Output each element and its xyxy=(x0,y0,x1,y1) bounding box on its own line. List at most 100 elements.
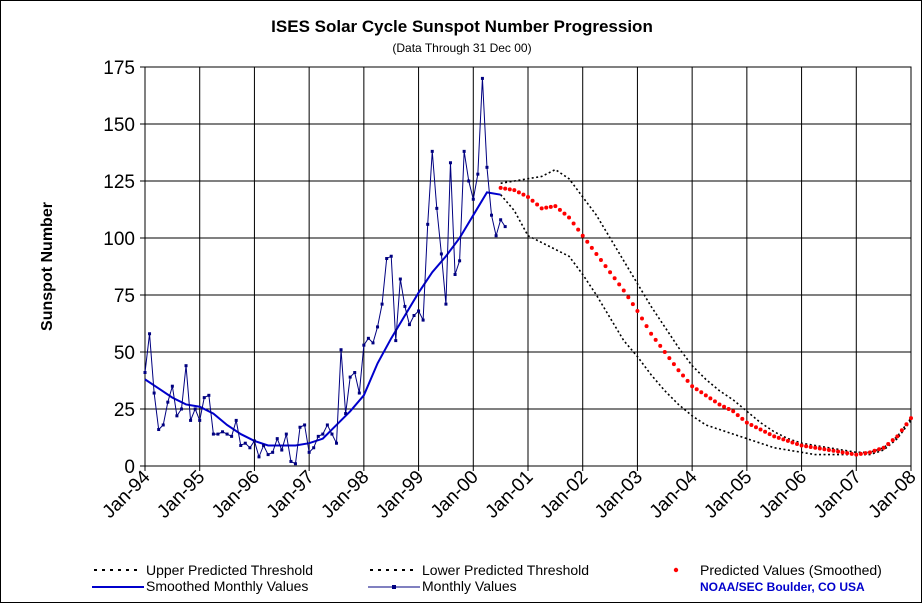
x-tick-label: Jan-03 xyxy=(591,467,647,523)
monthly-point xyxy=(280,448,284,452)
monthly-point xyxy=(166,400,170,404)
predicted-point xyxy=(717,402,722,407)
y-tick-label: 75 xyxy=(114,286,135,307)
x-tick-label: Jan-00 xyxy=(427,467,483,523)
predicted-point xyxy=(817,446,822,451)
predicted-point xyxy=(849,451,854,456)
predicted-point xyxy=(548,204,553,209)
predicted-point xyxy=(553,204,558,209)
monthly-point xyxy=(353,371,357,375)
monthly-point xyxy=(357,391,361,395)
predicted-point xyxy=(890,438,895,443)
monthly-point xyxy=(193,407,197,411)
predicted-point xyxy=(535,202,540,207)
y-axis-label: Sunspot Number xyxy=(39,202,56,331)
monthly-point xyxy=(248,446,252,450)
monthly-point xyxy=(252,439,256,443)
monthly-point xyxy=(148,332,152,336)
predicted-point xyxy=(712,399,717,404)
chart-title: ISES Solar Cycle Sunspot Number Progress… xyxy=(271,17,653,36)
predicted-point xyxy=(904,422,909,427)
predicted-point xyxy=(512,188,517,193)
monthly-point xyxy=(398,277,402,281)
monthly-point xyxy=(376,325,380,329)
smoothed-line xyxy=(144,191,501,447)
monthly-point xyxy=(462,149,466,153)
predicted-point xyxy=(498,185,503,190)
credit-text: NOAA/SEC Boulder, CO USA xyxy=(700,580,865,594)
y-tick-label: 25 xyxy=(114,400,135,421)
predicted-point xyxy=(608,270,613,275)
monthly-point xyxy=(412,314,416,318)
predicted-point xyxy=(836,449,841,454)
predicted-point xyxy=(639,316,644,321)
predicted-point xyxy=(653,337,658,342)
monthly-point xyxy=(330,432,334,436)
monthly-point xyxy=(216,432,220,436)
monthly-point xyxy=(184,364,188,368)
monthly-point xyxy=(339,348,343,352)
chart-subtitle: (Data Through 31 Dec 00) xyxy=(392,41,532,55)
predicted-point xyxy=(598,258,603,263)
legend-predicted-symbol xyxy=(673,567,679,573)
predicted-point xyxy=(539,206,544,211)
predicted-point xyxy=(644,324,649,329)
predicted-point xyxy=(881,445,886,450)
x-tick-label: Jan-04 xyxy=(646,466,702,522)
monthly-point xyxy=(344,412,348,416)
x-tick-label: Jan-06 xyxy=(755,467,811,523)
monthly-point xyxy=(417,309,421,313)
legend-smoothed-label: Smoothed Monthly Values xyxy=(146,578,309,594)
x-tick-label: Jan-07 xyxy=(810,467,866,523)
monthly-point xyxy=(143,371,147,375)
y-tick-label: 175 xyxy=(103,58,135,79)
predicted-point xyxy=(690,384,695,389)
monthly-point xyxy=(453,272,457,276)
monthly-point xyxy=(348,375,352,379)
predicted-point xyxy=(507,187,512,192)
monthly-point xyxy=(321,432,325,436)
monthly-point xyxy=(407,323,411,327)
monthly-point xyxy=(303,423,307,427)
monthly-point xyxy=(458,259,462,263)
lower-threshold-line xyxy=(500,194,912,456)
predicted-point xyxy=(567,215,572,220)
predicted-point xyxy=(744,420,749,425)
predicted-point xyxy=(909,416,913,421)
monthly-point xyxy=(262,443,266,447)
monthly-point xyxy=(421,318,425,322)
predicted-point xyxy=(576,227,581,232)
y-tick-label: 50 xyxy=(114,343,135,364)
monthly-point xyxy=(494,234,498,238)
predicted-point xyxy=(649,331,654,336)
monthly-point xyxy=(480,76,484,80)
monthly-point xyxy=(170,384,174,388)
monthly-point xyxy=(225,432,229,436)
x-tick-label: Jan-01 xyxy=(482,467,538,523)
legend-monthly-symbol xyxy=(368,585,420,589)
monthly-point xyxy=(275,437,279,441)
monthly-point xyxy=(444,302,448,306)
predicted-point xyxy=(580,233,585,238)
monthly-point xyxy=(362,343,366,347)
monthly-point xyxy=(289,459,293,463)
predicted-point xyxy=(557,207,562,212)
monthly-point xyxy=(257,455,261,459)
legend-upper-threshold-label: Upper Predicted Threshold xyxy=(146,562,314,578)
x-tick-label: Jan-08 xyxy=(865,467,921,523)
predicted-point xyxy=(621,288,626,293)
x-tick-label: Jan-95 xyxy=(153,467,209,523)
x-tick-label: Jan-96 xyxy=(208,467,264,523)
monthly-point xyxy=(389,254,393,258)
monthly-point xyxy=(221,430,225,434)
predicted-point xyxy=(694,387,699,392)
monthly-point xyxy=(485,165,489,169)
monthly-point xyxy=(394,339,398,343)
monthly-point xyxy=(157,428,161,432)
monthly-point xyxy=(503,225,507,229)
y-tick-label: 150 xyxy=(103,115,135,136)
monthly-point xyxy=(207,393,211,397)
predicted-point xyxy=(612,276,617,281)
x-tick-label: Jan-02 xyxy=(536,467,592,523)
